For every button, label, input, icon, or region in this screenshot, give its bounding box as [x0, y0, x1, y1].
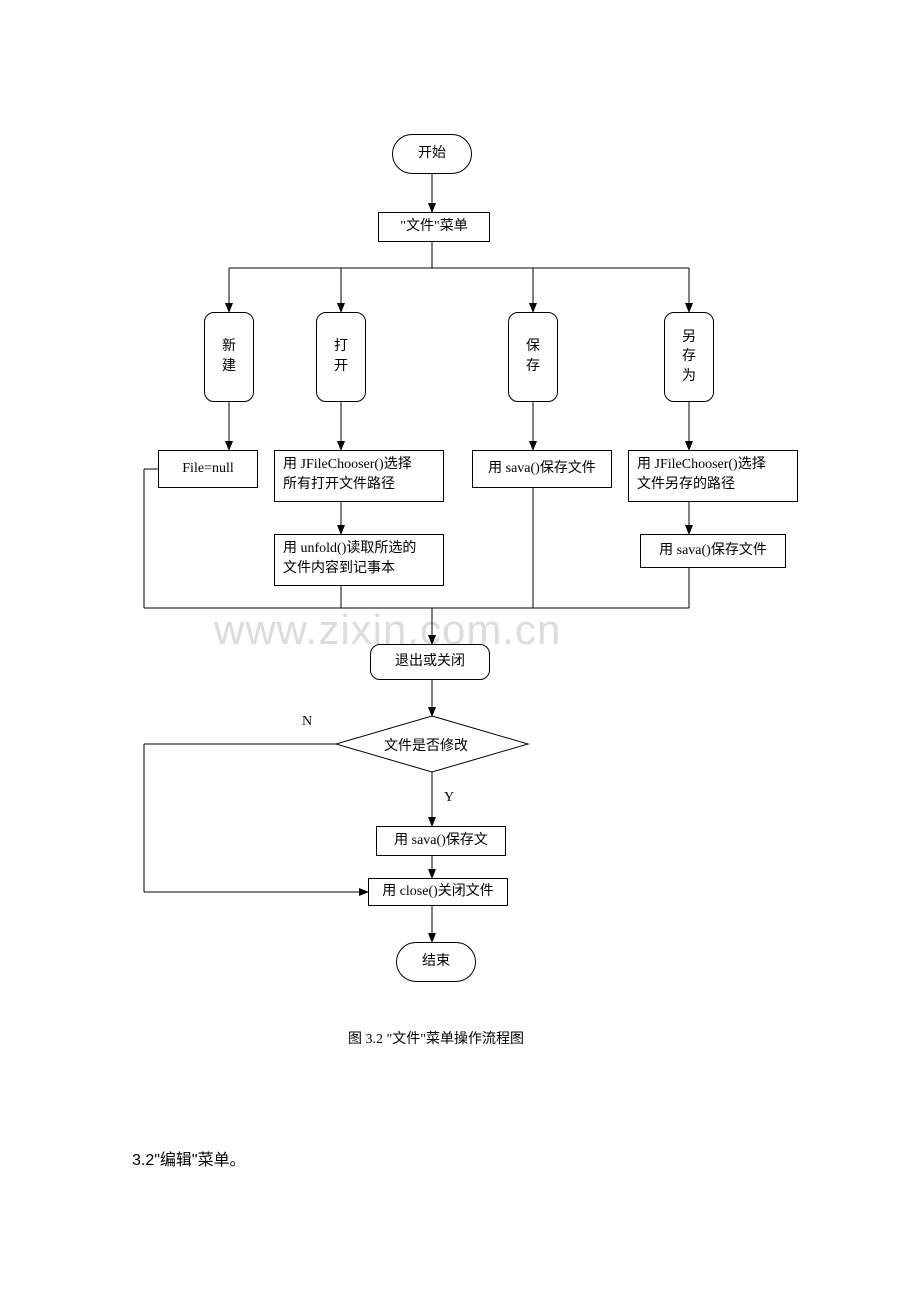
- node-close-file: 用 close()关闭文件: [368, 878, 508, 906]
- node-open-char2: 开: [334, 357, 348, 377]
- node-save-char2: 存: [526, 357, 540, 377]
- node-exit: 退出或关闭: [370, 644, 490, 680]
- node-open-char1: 打: [334, 337, 348, 357]
- node-file-menu: "文件"菜单: [378, 212, 490, 242]
- node-new: 新 建: [204, 312, 254, 402]
- node-jfilechooser-open: 用 JFileChooser()选择 所有打开文件路径: [274, 450, 444, 502]
- node-jfilechooser-saveas: 用 JFileChooser()选择 文件另存的路径: [628, 450, 798, 502]
- node-unfold: 用 unfold()读取所选的 文件内容到记事本: [274, 534, 444, 586]
- edge-label-n: N: [302, 714, 312, 730]
- node-save-char1: 保: [526, 337, 540, 357]
- node-saveas-char2: 存: [682, 347, 696, 367]
- node-sava-file: 用 sava()保存文: [376, 826, 506, 856]
- jfc-open-line1: 用 JFileChooser()选择: [283, 455, 412, 475]
- jfc-open-line2: 所有打开文件路径: [283, 475, 412, 495]
- section-heading: 3.2"编辑"菜单。: [132, 1146, 246, 1170]
- flowchart-canvas: www.zixin.com.cn: [0, 0, 920, 1302]
- node-decision-label: 文件是否修改: [384, 735, 468, 755]
- node-end: 结束: [396, 942, 476, 982]
- edge-label-y: Y: [444, 790, 454, 806]
- node-sava-saveas: 用 sava()保存文件: [640, 534, 786, 568]
- unfold-line1: 用 unfold()读取所选的: [283, 539, 416, 559]
- node-open: 打 开: [316, 312, 366, 402]
- jfc-saveas-line1: 用 JFileChooser()选择: [637, 455, 766, 475]
- node-new-char2: 建: [222, 357, 236, 377]
- node-saveas-char3: 为: [682, 367, 696, 387]
- figure-caption: 图 3.2 "文件"菜单操作流程图: [296, 1028, 576, 1048]
- node-sava-save: 用 sava()保存文件: [472, 450, 612, 488]
- jfc-saveas-line2: 文件另存的路径: [637, 475, 766, 495]
- node-file-null: File=null: [158, 450, 258, 488]
- unfold-line2: 文件内容到记事本: [283, 559, 416, 579]
- node-save-as: 另 存 为: [664, 312, 714, 402]
- node-save: 保 存: [508, 312, 558, 402]
- node-new-char1: 新: [222, 337, 236, 357]
- node-start: 开始: [392, 134, 472, 174]
- node-saveas-char1: 另: [682, 328, 696, 348]
